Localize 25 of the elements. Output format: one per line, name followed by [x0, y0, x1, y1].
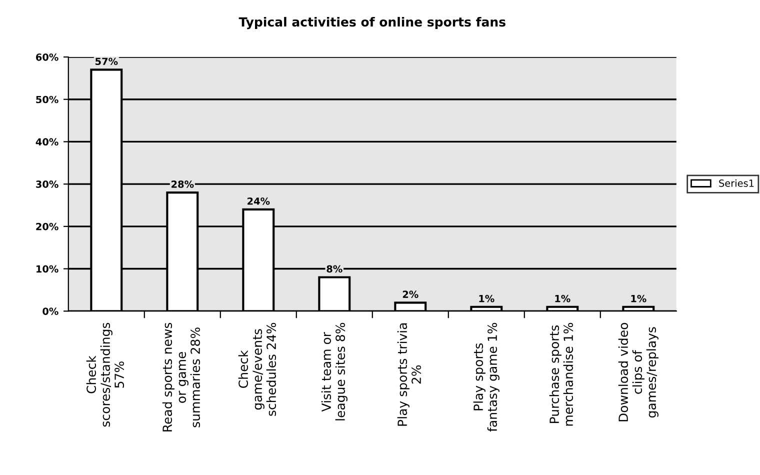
y-tick-label: 0%: [42, 308, 58, 315]
y-tick-label: 30%: [36, 180, 58, 188]
x-tick-label: Play sports trivia 2%: [397, 323, 422, 426]
x-tick-label: Read sports news or game summaries 28%: [162, 322, 200, 432]
data-label: 1%: [631, 294, 646, 302]
data-label: 2%: [402, 290, 418, 298]
data-label: 1%: [555, 294, 570, 302]
y-tick-label: 40%: [36, 138, 58, 146]
data-label: 1%: [479, 294, 494, 302]
data-label: 8%: [326, 265, 342, 273]
data-label: 28%: [172, 180, 194, 188]
y-tick-label: 50%: [36, 96, 58, 104]
x-tick-label: Purchase sports merchandise 1%: [549, 322, 574, 426]
legend-label: Series1: [719, 179, 754, 187]
x-tick-label: Check scores/standings 57%: [86, 322, 124, 427]
x-tick-label: Download video clips of games/replays: [618, 322, 658, 422]
x-tick-label: Check game/events schedules 24%: [238, 322, 276, 416]
y-tick-label: 10%: [36, 265, 58, 273]
chart-title: Typical activities of online sports fans: [238, 16, 506, 30]
data-label: 57%: [96, 58, 118, 66]
data-label: 24%: [248, 197, 270, 205]
x-tick-label: Visit team or league sites 8%: [321, 322, 348, 420]
x-tick-label: Play sports fantasy game 1%: [473, 322, 500, 432]
y-tick-label: 20%: [36, 222, 58, 230]
y-tick-label: 60%: [36, 53, 58, 61]
